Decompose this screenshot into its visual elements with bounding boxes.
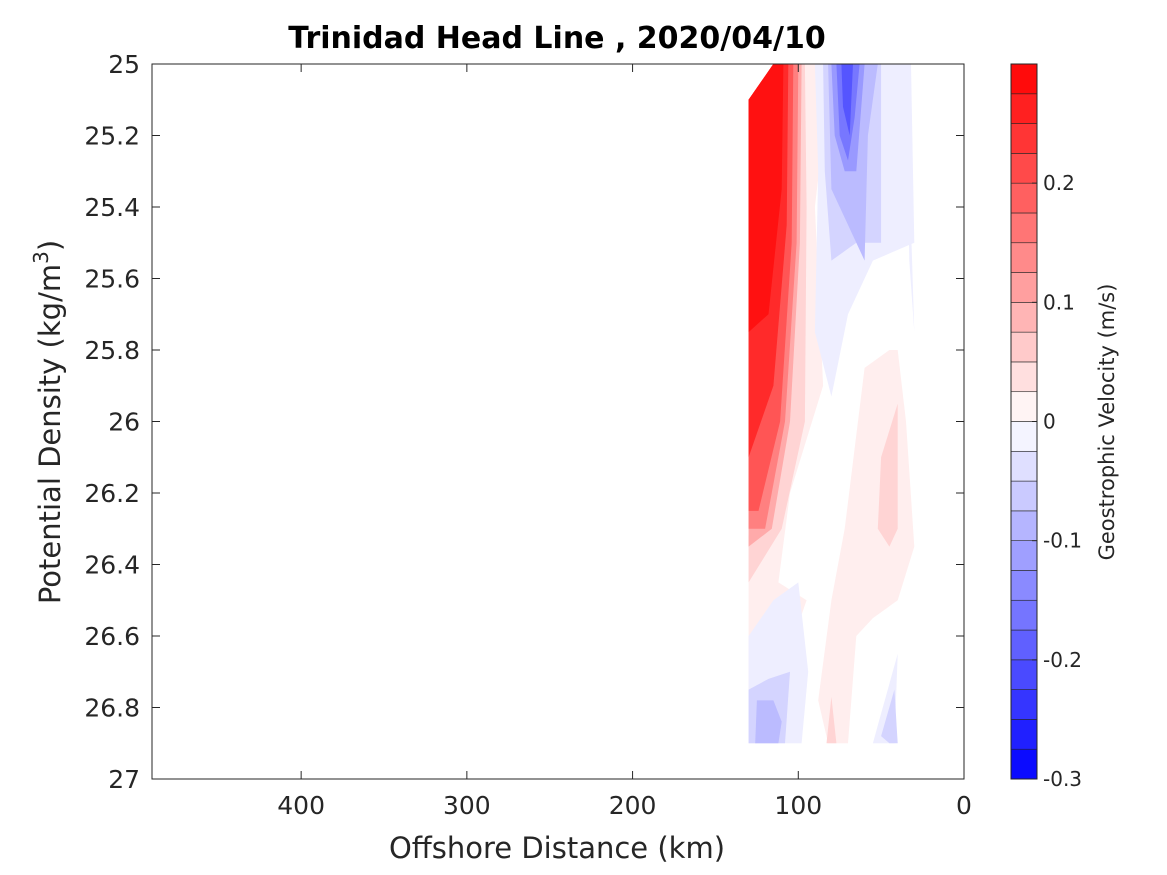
- x-tick-label: 100: [774, 791, 822, 820]
- y-tick-label: 25: [108, 50, 140, 79]
- colorbar-tick-label: -0.1: [1043, 529, 1082, 553]
- negative-velocity-contour-16: [755, 700, 782, 744]
- colorbar-swatch: [1010, 63, 1038, 95]
- colorbar-swatch: [1010, 570, 1038, 601]
- positive-velocity-contour-21: [826, 696, 837, 744]
- y-axis-label-end: ): [33, 240, 67, 251]
- y-tick-label: 25.4: [84, 193, 140, 222]
- contour-fills: [748, 64, 915, 744]
- colorbar-swatch: [1010, 212, 1038, 244]
- colorbar-swatch: [1010, 331, 1038, 363]
- x-tick-label: 400: [277, 791, 325, 820]
- colorbar-swatch: [1010, 540, 1038, 571]
- colorbar-swatch: [1010, 302, 1038, 333]
- colorbar-swatch: [1010, 450, 1038, 482]
- x-tick-label: 0: [956, 791, 972, 820]
- y-tick-label: 26: [108, 408, 140, 437]
- colorbar-swatch: [1010, 748, 1038, 780]
- colorbar-swatch: [1010, 599, 1038, 631]
- colorbar-swatch: [1010, 153, 1038, 184]
- colorbar-swatch: [1010, 510, 1038, 541]
- y-tick-label: 26.4: [84, 551, 140, 580]
- colorbar-tick-label: -0.3: [1043, 767, 1082, 791]
- colorbar-swatch: [1010, 361, 1038, 393]
- y-tick-label: 27: [108, 765, 140, 794]
- y-tick-label: 26.8: [84, 694, 140, 723]
- colorbar-swatch: [1010, 391, 1038, 422]
- x-tick-label: 200: [609, 791, 657, 820]
- colorbar-swatch: [1010, 272, 1038, 303]
- y-axis-label: Potential Density (kg/m3): [29, 240, 67, 604]
- chart-title: Trinidad Head Line , 2020/04/10: [288, 21, 825, 56]
- negative-velocity-contour-13: [902, 64, 915, 333]
- colorbar-swatch: [1010, 659, 1038, 690]
- colorbar-label: Geostrophic Velocity (m/s): [1095, 284, 1119, 561]
- colorbar-swatch: [1010, 480, 1038, 512]
- colorbar-swatch: [1010, 242, 1038, 273]
- y-tick-label: 25.6: [84, 265, 140, 294]
- colorbar: -0.3 -0.2 -0.1 0 0.1 0.2: [1010, 63, 1082, 791]
- colorbar-tick-label: 0: [1043, 410, 1056, 434]
- y-tick-label: 26.2: [84, 479, 140, 508]
- negative-velocity-contour-12: [841, 64, 853, 136]
- colorbar-swatch: [1010, 689, 1038, 720]
- y-tick-label: 25.8: [84, 336, 140, 365]
- negative-velocity-contour-18: [881, 689, 898, 744]
- colorbar-swatch: [1010, 719, 1038, 750]
- colorbar-swatch: [1010, 629, 1038, 661]
- y-axis-label-main: Potential Density (kg/m: [33, 264, 67, 604]
- colorbar-swatch: [1010, 93, 1038, 124]
- x-tick-label: 300: [443, 791, 491, 820]
- colorbar-swatch: [1010, 421, 1038, 452]
- colorbar-tick-label: -0.2: [1043, 648, 1082, 672]
- x-axis: 400 300 200 100 0: [277, 64, 972, 820]
- colorbar-tick-label: 0.2: [1043, 171, 1075, 195]
- positive-velocity-contour-6: [748, 64, 784, 333]
- y-tick-label: 26.6: [84, 622, 140, 651]
- x-axis-label: Offshore Distance (km): [389, 831, 725, 865]
- colorbar-tick-label: 0.1: [1043, 290, 1075, 314]
- colorbar-swatch: [1010, 123, 1038, 154]
- y-axis: 25 25.2 25.4 25.6 25.8 26 26.2 26.4 26.6 26.8 27: [84, 50, 964, 794]
- positive-velocity-contour-20: [877, 403, 898, 547]
- colorbar-swatch: [1010, 182, 1038, 214]
- y-axis-label-superscript: 3: [29, 251, 53, 264]
- y-tick-label: 25.2: [84, 122, 140, 151]
